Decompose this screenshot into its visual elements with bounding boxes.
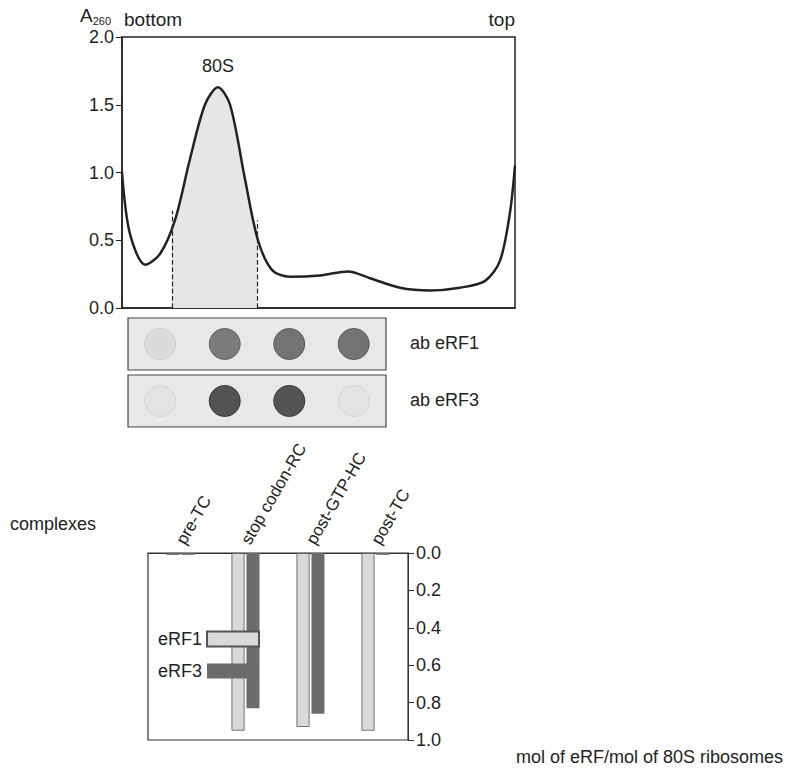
- svg-text:eRF3: eRF3: [158, 661, 202, 681]
- svg-text:260: 260: [93, 15, 111, 27]
- svg-text:pre-TC: pre-TC: [172, 492, 215, 547]
- svg-text:0.0: 0.0: [416, 543, 441, 563]
- svg-text:0.5: 0.5: [89, 230, 114, 250]
- svg-text:ab eRF3: ab eRF3: [410, 390, 479, 410]
- svg-text:eRF1: eRF1: [158, 629, 202, 649]
- svg-text:0.2: 0.2: [416, 580, 441, 600]
- svg-text:ab eRF1: ab eRF1: [410, 333, 479, 353]
- svg-text:1.0: 1.0: [89, 163, 114, 183]
- svg-text:1.5: 1.5: [89, 95, 114, 115]
- svg-text:stop codon-RC: stop codon-RC: [237, 440, 310, 548]
- svg-text:1.0: 1.0: [416, 730, 441, 750]
- svg-text:0.4: 0.4: [416, 618, 441, 638]
- svg-text:bottom: bottom: [124, 9, 182, 30]
- svg-text:top: top: [489, 9, 515, 30]
- svg-text:0.0: 0.0: [89, 298, 114, 318]
- svg-text:mol of eRF/mol of 80S ribosome: mol of eRF/mol of 80S ribosomes: [516, 747, 783, 767]
- svg-text:2.0: 2.0: [89, 27, 114, 47]
- svg-text:post-TC: post-TC: [367, 486, 414, 548]
- svg-text:complexes: complexes: [10, 514, 96, 534]
- svg-text:0.8: 0.8: [416, 693, 441, 713]
- svg-text:A: A: [80, 5, 93, 26]
- svg-text:80S: 80S: [202, 56, 234, 76]
- svg-text:post-GTP-HC: post-GTP-HC: [302, 449, 370, 548]
- svg-text:0.6: 0.6: [416, 655, 441, 675]
